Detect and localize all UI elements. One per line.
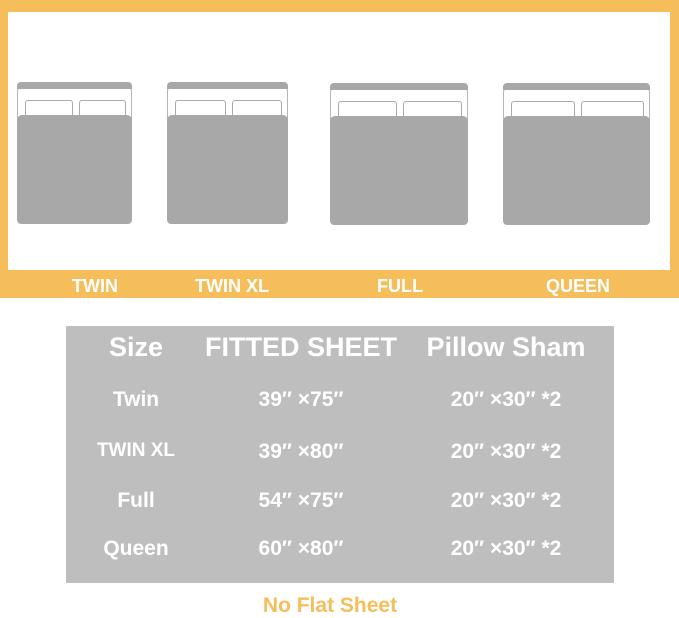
table-cell: TWIN XL [96, 440, 176, 461]
table-cell: 39″ ×80″ [258, 440, 344, 463]
bed-size-label: FULL [377, 276, 423, 296]
table-cell: 60″ ×80″ [258, 537, 344, 560]
table-header: Pillow Sham [426, 332, 586, 362]
bed-icon [330, 83, 468, 225]
table-cell: 20″ ×30″ *2 [450, 388, 562, 411]
table-header: Size [108, 332, 164, 362]
no-flat-sheet-note: No Flat Sheet [262, 594, 398, 617]
table-cell: 20″ ×30″ *2 [450, 440, 562, 463]
size-table: Size FITTED SHEET Pillow Sham Twin 39″ ×75″ 2… [66, 326, 614, 583]
table-cell: Full [117, 489, 155, 512]
bed-icon [503, 83, 650, 225]
table-cell: Queen [103, 537, 169, 560]
table-cell: 20″ ×30″ *2 [450, 537, 562, 560]
bed-size-label: QUEEN [545, 276, 610, 296]
table-header: FITTED SHEET [204, 332, 398, 362]
table-cell: 54″ ×75″ [258, 489, 344, 512]
table-cell: 20″ ×30″ *2 [450, 489, 562, 512]
bed-size-label: TWIN XL [195, 276, 269, 296]
bed-size-label: TWIN [72, 276, 118, 296]
table-cell: 39″ ×75″ [258, 388, 344, 411]
bed-icon [17, 82, 132, 224]
bed-icon [167, 82, 288, 224]
table-cell: Twin [112, 388, 160, 411]
